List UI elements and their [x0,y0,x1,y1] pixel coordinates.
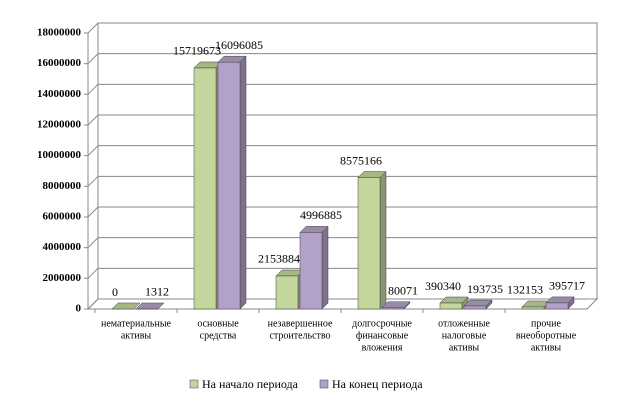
floor [86,298,599,310]
x-tick-label: строительство [269,330,330,341]
value-label: 16096085 [215,38,263,52]
grid-line [87,114,597,126]
grid-line [87,53,597,65]
bar [217,61,241,310]
x-tick-label: активы [531,342,562,353]
value-label: 0 [112,285,118,299]
value-label: 80071 [388,284,418,298]
legend-swatch [189,379,199,389]
y-tick-label: 6000000 [43,211,82,223]
value-label: 1312 [145,285,169,299]
y-tick-label: 16000000 [37,57,82,69]
bar [275,275,299,310]
bar-side [239,55,247,310]
grid-line [87,175,597,187]
value-label: 193735 [467,282,503,296]
x-tick-label: незавершенное [268,318,333,329]
grid-line [87,83,597,95]
y-tick-label: 14000000 [37,88,82,100]
grid-line [87,22,597,34]
x-tick-label: средства [200,330,237,341]
value-label: 2153884 [258,252,300,266]
legend-label: На начало периода [202,377,299,391]
x-tick-label: финансовые [356,330,409,341]
x-tick-label: основные [197,318,239,329]
x-tick-label: долгосрочные [352,318,412,329]
y-tick-label: 8000000 [43,180,82,192]
value-label: 390340 [425,279,461,293]
bar-side [379,170,387,310]
grid-line [87,206,597,218]
legend-swatch [319,379,329,389]
y-tick-label: 0 [76,303,82,315]
bar [381,307,405,310]
grid-line [87,298,597,310]
bar [545,302,569,310]
bar [439,302,463,310]
value-label: 15719673 [173,44,221,58]
x-tick-label: прочие [531,318,561,329]
value-label: 4996885 [300,208,342,222]
y-tick-label: 2000000 [43,272,82,284]
x-tick-label: вложения [362,342,403,353]
grid-line [87,237,597,249]
bar [521,306,545,310]
y-tick-label: 10000000 [37,149,82,161]
x-tick-label: отложенные [438,318,490,329]
y-tick-label: 12000000 [37,119,82,131]
bar [299,232,323,310]
legend-label: На конец периода [332,377,423,391]
value-label: 132153 [507,283,543,297]
x-tick-label: внеоборотные [516,330,577,341]
bar [463,305,487,310]
x-tick-label: налоговые [442,330,487,341]
bar-top [111,302,141,310]
y-tick-label: 4000000 [43,241,82,253]
x-tick-label: нематериальные [101,318,172,329]
bar [193,67,217,310]
grid-line [87,145,597,157]
y-tick-label: 18000000 [37,27,82,39]
value-label: 395717 [549,279,585,293]
bar [357,177,381,310]
bar-top [135,302,165,310]
x-tick-label: активы [121,330,152,341]
grid-line [87,267,597,279]
bar-side [321,225,329,310]
x-tick-label: активы [449,342,480,353]
value-label: 8575166 [340,153,382,167]
